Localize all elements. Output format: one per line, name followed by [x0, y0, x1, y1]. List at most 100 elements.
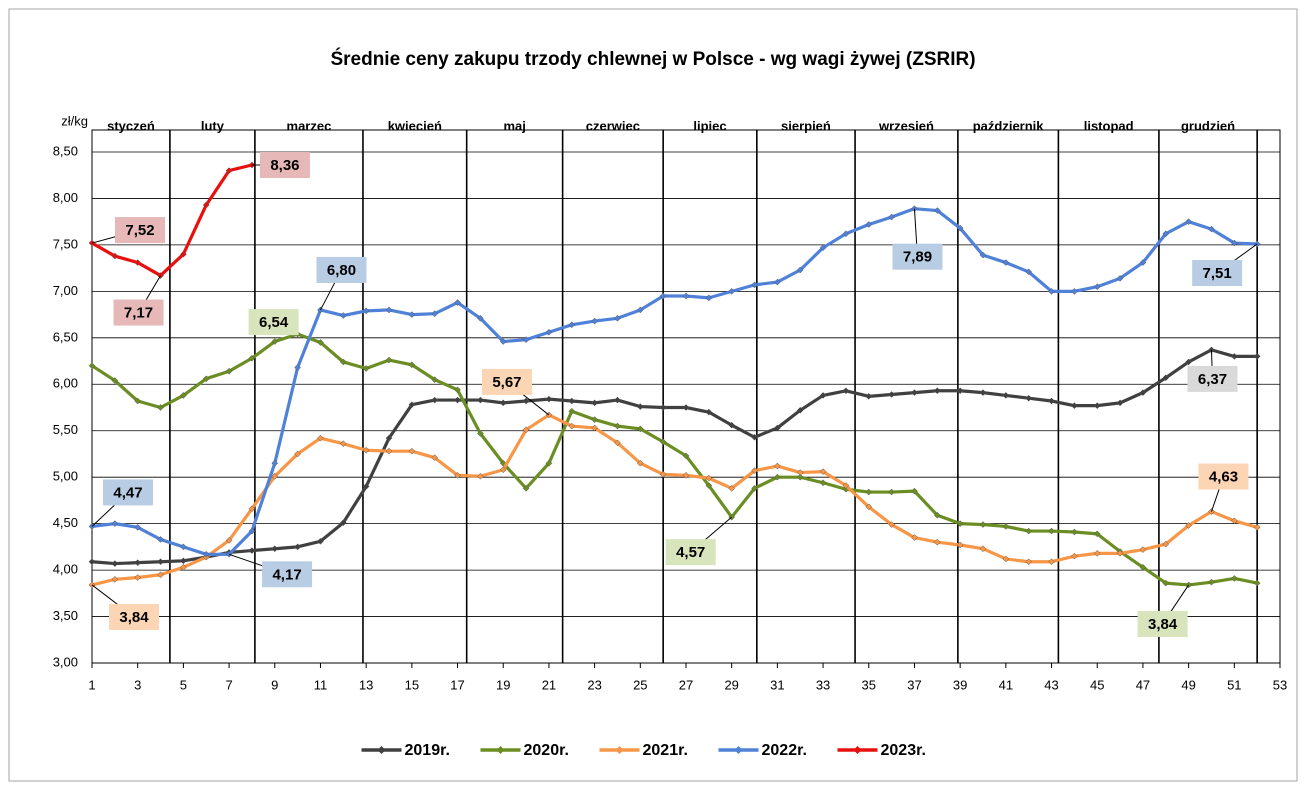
point-marker: [134, 559, 142, 567]
label-box: [1198, 463, 1249, 490]
label-box: [103, 479, 153, 506]
label-box: [1187, 365, 1238, 392]
point-marker: [1116, 275, 1124, 282]
point-marker: [202, 375, 210, 383]
point-marker: [682, 404, 690, 411]
point-marker: [294, 364, 301, 371]
point-marker: [774, 424, 781, 432]
data-label: 6,37: [1198, 371, 1227, 388]
legend-label: 2023r.: [881, 742, 926, 759]
point-marker: [499, 399, 507, 407]
point-marker: [1162, 579, 1170, 587]
point-marker: [751, 467, 758, 475]
point-marker: [1071, 552, 1078, 560]
point-marker: [614, 396, 621, 404]
point-marker: [294, 543, 301, 551]
point-marker: [728, 288, 736, 295]
label-box: [481, 368, 532, 395]
point-marker: [499, 466, 507, 474]
x-tick-label: 31: [770, 677, 784, 692]
x-tick-label: 41: [999, 677, 1013, 692]
series-line: [91, 332, 1258, 587]
point-marker: [888, 521, 895, 528]
y-tick-label: 7,00: [53, 283, 78, 298]
point-marker: [1093, 283, 1101, 291]
point-marker: [1253, 523, 1261, 531]
point-marker: [1139, 563, 1147, 571]
label-box: [248, 309, 299, 336]
point-marker: [888, 213, 895, 221]
month-label: styczeń: [107, 118, 155, 133]
point-marker: [591, 416, 598, 423]
point-marker: [1002, 392, 1010, 399]
point-marker: [385, 356, 393, 364]
point-marker: [1025, 268, 1033, 276]
x-tick-label: 23: [587, 677, 601, 692]
point-marker: [1093, 530, 1101, 538]
x-tick-label: 15: [405, 677, 419, 692]
x-tick-label: 11: [314, 677, 328, 692]
x-tick-label: 35: [862, 677, 876, 692]
point-marker: [659, 292, 667, 300]
point-marker: [180, 250, 187, 258]
point-marker: [180, 543, 187, 551]
month-label: czerwiec: [586, 118, 640, 133]
x-tick-label: 5: [180, 677, 187, 692]
legend-marker: [496, 746, 505, 754]
month-label: maj: [503, 118, 525, 133]
data-label: 4,63: [1209, 469, 1238, 486]
point-marker: [202, 550, 210, 558]
point-marker: [408, 447, 416, 455]
legend-label: 2020r.: [524, 742, 569, 759]
point-marker: [134, 259, 142, 266]
point-marker: [317, 339, 324, 346]
point-marker: [271, 545, 279, 553]
point-marker: [568, 422, 576, 430]
point-marker: [728, 421, 736, 429]
point-marker: [248, 547, 256, 554]
point-marker: [180, 563, 187, 571]
y-tick-label: 4,50: [53, 515, 78, 530]
point-marker: [431, 396, 439, 404]
legend-label: 2022r.: [762, 742, 807, 759]
point-marker: [1002, 259, 1010, 266]
point-marker: [568, 397, 576, 405]
point-marker: [796, 469, 804, 476]
point-marker: [636, 459, 644, 467]
x-tick-label: 51: [1227, 677, 1241, 692]
x-tick-label: 33: [816, 677, 830, 692]
point-marker: [225, 367, 233, 375]
point-marker: [1093, 550, 1101, 557]
x-tick-label: 13: [359, 677, 373, 692]
point-marker: [157, 404, 164, 411]
point-marker: [956, 224, 964, 232]
point-marker: [522, 397, 530, 405]
point-marker: [248, 354, 256, 362]
point-marker: [636, 306, 644, 314]
month-label: marzec: [287, 118, 332, 133]
legend-marker: [734, 746, 743, 754]
point-marker: [979, 521, 987, 528]
point-marker: [636, 403, 644, 410]
point-marker: [1139, 389, 1147, 396]
y-tick-label: 8,00: [53, 190, 78, 205]
point-marker: [362, 483, 370, 490]
point-marker: [1230, 353, 1238, 360]
point-marker: [1208, 508, 1215, 515]
point-marker: [819, 392, 827, 399]
point-marker: [1230, 575, 1238, 582]
point-marker: [88, 558, 96, 566]
y-tick-label: 6,00: [53, 376, 78, 391]
point-marker: [362, 307, 370, 315]
point-marker: [271, 459, 279, 467]
point-marker: [774, 462, 781, 470]
point-marker: [1025, 527, 1033, 535]
point-marker: [728, 484, 736, 492]
point-marker: [362, 365, 370, 372]
point-marker: [568, 407, 576, 415]
y-axis-title: zł/kg: [61, 113, 88, 128]
y-tick-label: 6,50: [53, 329, 78, 344]
x-tick-label: 9: [271, 677, 278, 692]
point-marker: [477, 314, 484, 322]
point-marker: [385, 447, 393, 455]
